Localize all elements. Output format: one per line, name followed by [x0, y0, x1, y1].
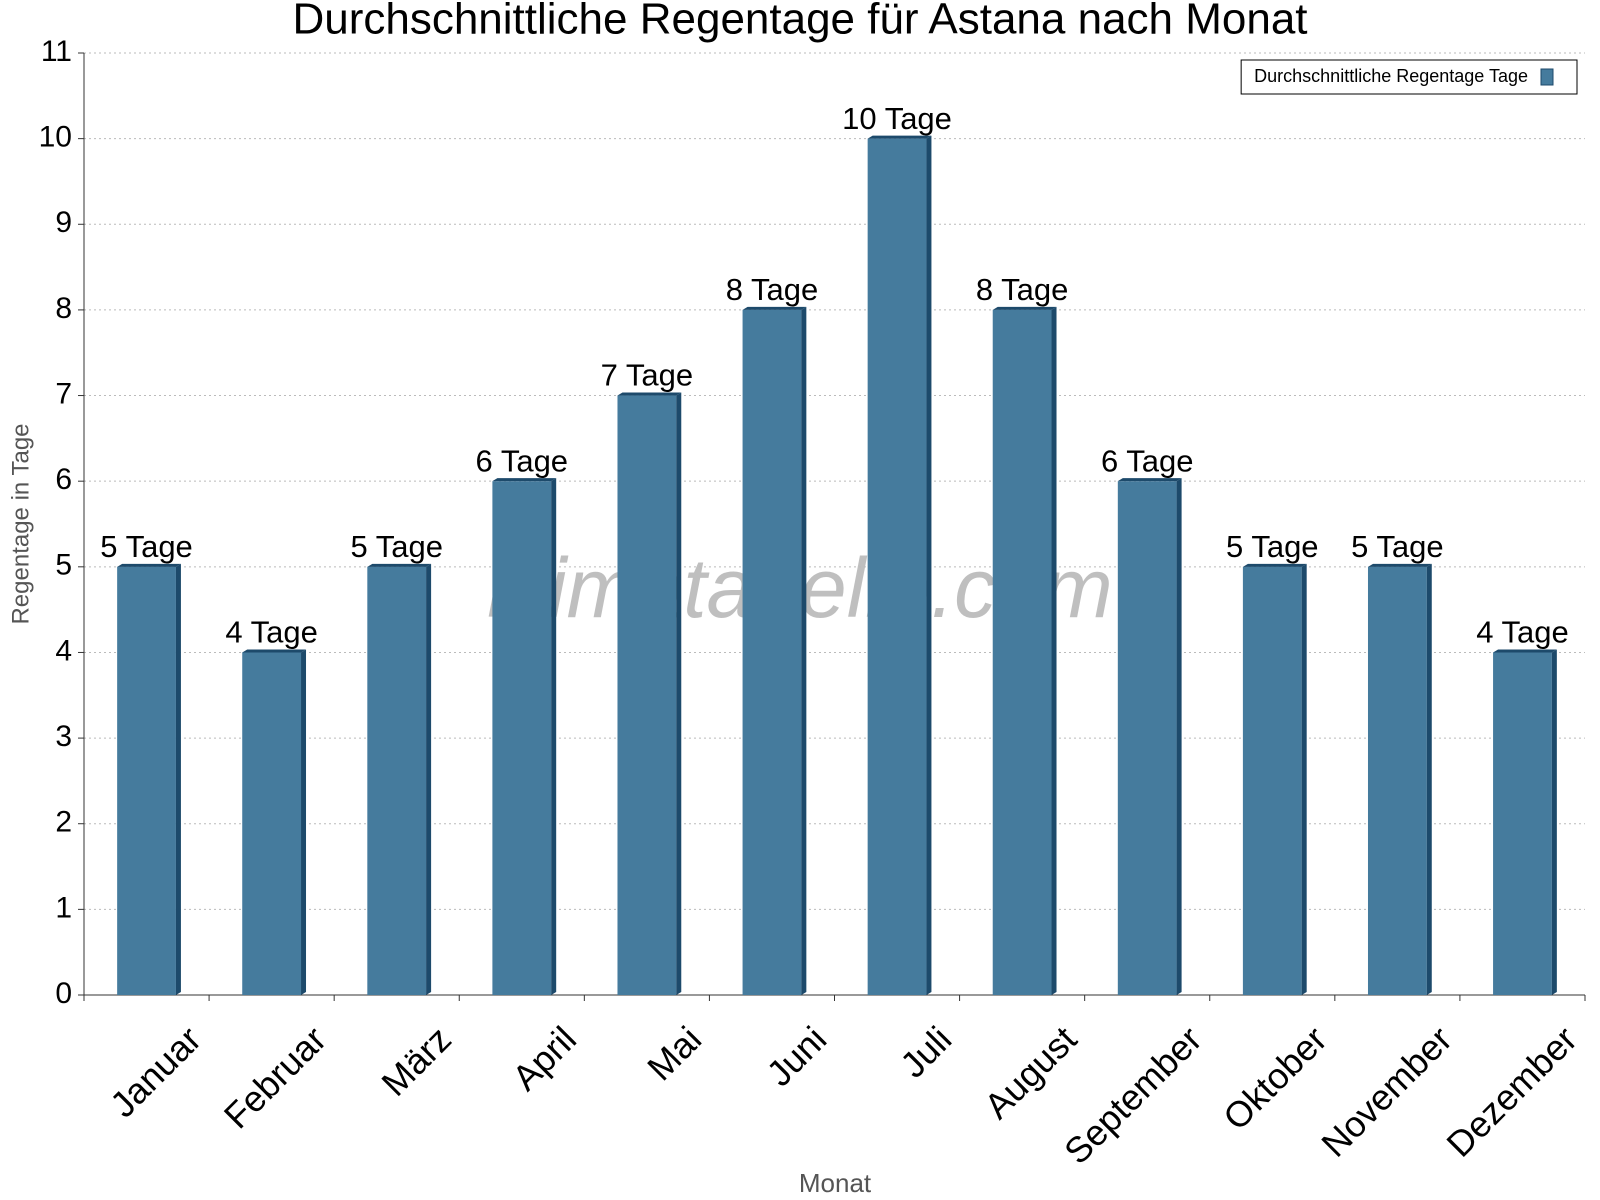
bar-top	[117, 563, 181, 567]
y-tick-label: 7	[55, 377, 72, 410]
value-label: 8 Tage	[976, 272, 1069, 307]
bar-side	[926, 135, 932, 996]
bar-side	[175, 563, 181, 995]
x-tick-label: Mai	[639, 1018, 709, 1088]
legend-swatch	[1540, 68, 1554, 86]
bar	[742, 309, 802, 996]
value-label: 10 Tage	[842, 101, 952, 136]
bar	[1117, 481, 1177, 995]
bar-side	[1551, 649, 1557, 995]
value-label: 5 Tage	[1351, 529, 1444, 564]
x-tick-label: April	[504, 1018, 584, 1098]
y-tick-label: 4	[55, 634, 72, 667]
bar-top	[1493, 649, 1557, 653]
bar-top	[1242, 563, 1307, 567]
bar	[367, 566, 427, 995]
legend-label: Durchschnittliche Regentage Tage	[1254, 66, 1528, 86]
bar	[1493, 652, 1552, 995]
bar-top	[742, 306, 807, 310]
bar-top	[1367, 563, 1432, 567]
bar-side	[801, 306, 807, 996]
x-tick-label: Januar	[102, 1018, 209, 1125]
y-tick-label: 8	[55, 292, 72, 325]
y-tick-label: 5	[55, 549, 72, 582]
bar	[117, 566, 176, 995]
legend-box	[1240, 59, 1578, 95]
bar-top	[992, 306, 1057, 310]
bar-side	[301, 649, 307, 995]
x-tick-label: September	[1056, 1018, 1210, 1172]
bar-side	[426, 563, 432, 995]
y-axis-label: Regentage in Tage	[7, 423, 34, 624]
x-tick-label: Februar	[216, 1018, 334, 1136]
bar-top	[242, 649, 307, 653]
bar	[492, 481, 552, 995]
y-tick-label: 3	[55, 720, 72, 753]
bar	[617, 395, 677, 996]
y-tick-label: 1	[55, 891, 72, 924]
value-label: 6 Tage	[476, 443, 569, 478]
x-tick-label: Oktober	[1215, 1018, 1335, 1138]
bar-side	[1051, 306, 1057, 996]
bar	[1367, 566, 1427, 995]
y-tick-label: 9	[55, 206, 72, 239]
x-tick-label: Juni	[759, 1018, 835, 1094]
x-tick-label: März	[373, 1018, 459, 1104]
bar-top	[867, 135, 932, 139]
bar-top	[617, 392, 682, 396]
x-tick-label: Dezember	[1438, 1018, 1584, 1164]
bar-top	[492, 478, 557, 482]
x-axis-label: Monat	[799, 1168, 872, 1198]
value-label: 5 Tage	[350, 529, 443, 564]
bar	[867, 138, 927, 996]
bar-top	[1117, 478, 1182, 482]
value-label: 7 Tage	[601, 358, 694, 393]
y-tick-label: 6	[55, 463, 72, 496]
bar-side	[551, 478, 557, 995]
bar-side	[1176, 478, 1182, 995]
bar	[1242, 566, 1302, 995]
value-label: 6 Tage	[1101, 443, 1194, 478]
value-label: 5 Tage	[100, 529, 193, 564]
value-label: 4 Tage	[1476, 615, 1569, 650]
x-tick-label: November	[1313, 1018, 1459, 1164]
x-tick-label: Juli	[892, 1018, 959, 1085]
value-label: 4 Tage	[225, 615, 318, 650]
y-tick-label: 2	[55, 806, 72, 839]
chart-title: Durchschnittliche Regentage für Astana n…	[292, 0, 1307, 44]
x-tick-label: August	[976, 1018, 1084, 1126]
bar	[992, 309, 1052, 996]
y-tick-label: 10	[39, 121, 72, 154]
value-label: 8 Tage	[726, 272, 819, 307]
bar-side	[676, 392, 682, 996]
y-tick-label: 11	[41, 35, 72, 68]
bar	[242, 652, 302, 995]
bar-side	[1426, 563, 1432, 995]
bar-side	[1301, 563, 1307, 995]
legend: Durchschnittliche Regentage Tage	[1240, 59, 1578, 95]
y-tick-label: 0	[55, 977, 72, 1010]
value-label: 5 Tage	[1226, 529, 1319, 564]
bar-top	[367, 563, 432, 567]
